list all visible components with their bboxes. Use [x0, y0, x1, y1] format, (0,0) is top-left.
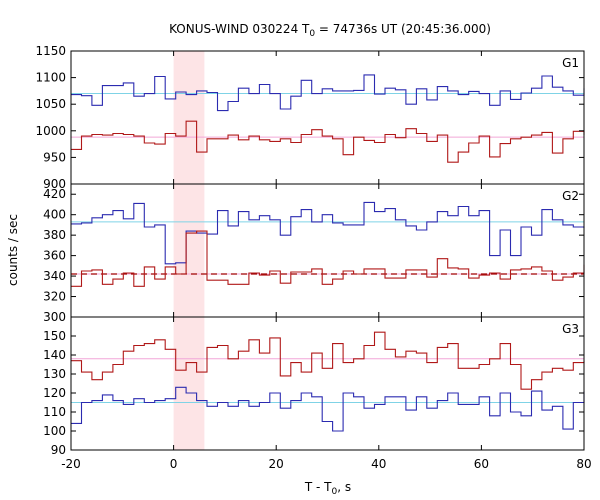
x-axis-label: T - T0, s — [304, 480, 351, 497]
x-tick-label: 0 — [170, 457, 178, 471]
x-axis-label-subscript: 0 — [332, 487, 338, 497]
y-tick-label-g1: 1050 — [35, 97, 66, 111]
x-axis-label-prefix: T - T — [304, 480, 332, 494]
y-tick-label-g2: 420 — [43, 187, 66, 201]
x-tick-label: 80 — [576, 457, 591, 471]
y-tick-label-g3: 90 — [51, 443, 66, 457]
panel-frame-g1 — [70, 50, 585, 185]
y-tick-label-g3: 120 — [43, 386, 66, 400]
series-blue-g2 — [71, 201, 585, 265]
panel-frame-g2 — [70, 183, 585, 318]
x-tick-label: 60 — [474, 457, 489, 471]
y-tick-label-g1: 1150 — [35, 44, 66, 58]
y-tick-label-g3: 130 — [43, 367, 66, 381]
panel-label-g1: G1 — [562, 56, 579, 70]
reference-lines-layer — [71, 93, 584, 403]
series-layer — [71, 74, 585, 432]
series-red-g2 — [71, 230, 585, 287]
highlight-band-g2 — [173, 184, 205, 317]
series-red-g1 — [71, 120, 585, 163]
x-tick-label: 40 — [371, 457, 386, 471]
chart-title-subscript: 0 — [309, 29, 315, 39]
series-blue-g1 — [71, 74, 585, 112]
highlight-band-g3 — [173, 317, 205, 450]
panel-label-g3: G3 — [562, 322, 579, 336]
y-tick-label-g1: 950 — [43, 150, 66, 164]
y-tick-label-g2: 360 — [43, 249, 66, 263]
y-tick-label-g1: 1000 — [35, 124, 66, 138]
highlight-layer — [173, 51, 205, 450]
y-tick-label-g2: 320 — [43, 290, 66, 304]
y-tick-label-g3: 150 — [43, 329, 66, 343]
y-tick-label-g2: 300 — [43, 310, 66, 324]
x-tick-label: 20 — [269, 457, 284, 471]
y-tick-label-g2: 400 — [43, 208, 66, 222]
y-tick-label-g2: 380 — [43, 228, 66, 242]
chart-title-suffix: = 74736s UT (20:45:36.000) — [315, 22, 491, 36]
x-axis-label-suffix: , s — [337, 480, 351, 494]
y-tick-label-g2: 340 — [43, 269, 66, 283]
panel-frame-g3 — [70, 316, 585, 451]
series-blue-g3 — [71, 386, 585, 432]
chart-title-prefix: KONUS-WIND 030224 T — [169, 22, 310, 36]
axes-frame-layer — [70, 50, 585, 451]
y-tick-label-g3: 100 — [43, 424, 66, 438]
x-tick-label: -20 — [61, 457, 81, 471]
series-red-g3 — [71, 331, 585, 390]
y-tick-label-g3: 140 — [43, 348, 66, 362]
panel-label-g2: G2 — [562, 189, 579, 203]
y-tick-label-g1: 1100 — [35, 71, 66, 85]
y-axis-label: counts / sec — [6, 214, 20, 286]
highlight-band-g1 — [173, 51, 205, 184]
y-tick-label-g3: 110 — [43, 405, 66, 419]
chart-title: KONUS-WIND 030224 T0 = 74736s UT (20:45:… — [169, 22, 491, 39]
tick-labels-layer: G19009501000105011001150G230032034036038… — [35, 44, 591, 471]
y-tick-label-g1: 900 — [43, 177, 66, 191]
